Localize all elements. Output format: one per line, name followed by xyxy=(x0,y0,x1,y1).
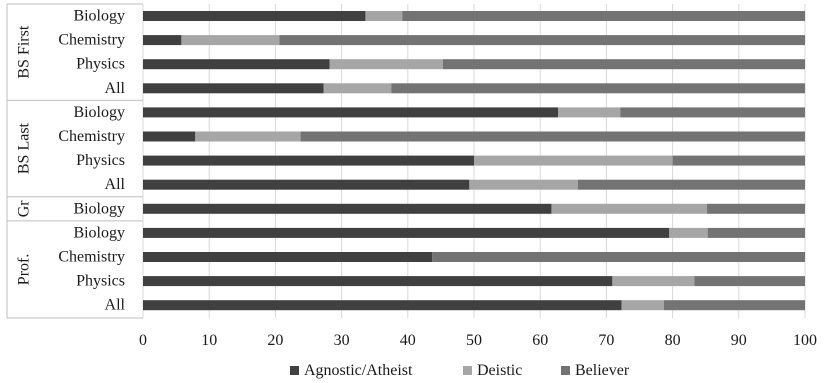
bar-segment-deistic xyxy=(195,131,301,142)
x-tick-label: 50 xyxy=(466,332,482,349)
bar-segment-believer xyxy=(577,179,805,190)
bar-segment-agnostic-atheist xyxy=(143,252,433,262)
bar-segment-believer xyxy=(402,11,805,21)
bar-segment-deistic xyxy=(474,155,673,166)
x-tick-label: 40 xyxy=(400,332,416,349)
category-label: All xyxy=(105,80,126,97)
bar-segment-agnostic-atheist xyxy=(143,179,470,190)
bar-segment-deistic xyxy=(323,83,392,94)
bar-segment-deistic xyxy=(329,59,443,70)
bar-segment-deistic xyxy=(551,203,708,214)
group-label: BS Last xyxy=(16,122,33,174)
x-tick-label: 60 xyxy=(532,332,548,349)
bar-segment-deistic xyxy=(558,107,621,118)
bar-segment-agnostic-atheist xyxy=(143,276,613,287)
bar-segment-believer xyxy=(279,35,805,46)
category-label: Biology xyxy=(73,224,125,241)
category-label: Biology xyxy=(73,200,125,217)
x-tick-label: 30 xyxy=(334,332,350,349)
group-label: Prof. xyxy=(16,254,33,286)
bar-segment-agnostic-atheist xyxy=(143,300,622,311)
bar-segment-agnostic-atheist xyxy=(143,131,196,142)
legend-swatch xyxy=(463,366,472,375)
category-label: Biology xyxy=(73,8,125,25)
category-labels: Biology Chemistry Physics All Biology Chemist… xyxy=(58,8,125,314)
category-label: Chemistry xyxy=(58,32,125,49)
bar-segment-agnostic-atheist xyxy=(143,227,670,238)
bar-segment-believer xyxy=(672,155,805,166)
category-label: Chemistry xyxy=(58,128,125,145)
bar-segment-agnostic-atheist xyxy=(143,11,366,21)
bar-segment-deistic xyxy=(365,11,403,21)
bar-segment-agnostic-atheist xyxy=(143,35,182,46)
legend-label: Agnostic/Atheist xyxy=(304,362,413,379)
x-tick-label: 70 xyxy=(598,332,614,349)
bar-segment-deistic xyxy=(612,276,695,287)
bar-segment-believer xyxy=(620,107,805,118)
bar-segment-believer xyxy=(663,300,805,311)
bar-segment-deistic xyxy=(181,35,280,46)
x-tick-label: 0 xyxy=(139,332,147,349)
category-groups: BS First BS Last Gr Prof. xyxy=(6,3,143,319)
bar-segment-agnostic-atheist xyxy=(143,59,330,70)
category-label: All xyxy=(105,297,126,314)
bar-segment-deistic xyxy=(469,179,578,190)
legend-label: Deistic xyxy=(477,362,522,379)
x-tick-label: 80 xyxy=(665,332,681,349)
x-tick-label: 100 xyxy=(793,332,817,349)
bar-segment-agnostic-atheist xyxy=(143,203,552,214)
bar-segment-believer xyxy=(432,252,805,262)
x-tick-label: 10 xyxy=(201,332,217,349)
category-label: Physics xyxy=(76,273,125,290)
category-label: Biology xyxy=(73,104,125,121)
category-label: Physics xyxy=(76,56,125,73)
category-label: Physics xyxy=(76,152,125,169)
bar-segment-believer xyxy=(707,203,805,214)
bar-segment-believer xyxy=(391,83,805,94)
legend: Agnostic/Atheist Deistic Believer xyxy=(290,362,630,379)
bar-segment-deistic xyxy=(669,227,708,238)
category-label: Chemistry xyxy=(58,249,125,266)
bar-segment-deistic xyxy=(621,300,664,311)
bars xyxy=(143,11,805,311)
group-label: Gr xyxy=(16,200,33,218)
bar-segment-believer xyxy=(707,227,805,238)
x-axis: 0 10 20 30 40 50 60 70 80 90 100 xyxy=(139,332,817,349)
bar-segment-agnostic-atheist xyxy=(143,155,474,166)
category-label: All xyxy=(105,176,126,193)
bar-segment-believer xyxy=(442,59,805,70)
legend-label: Believer xyxy=(575,362,630,379)
legend-swatch xyxy=(561,366,570,375)
bar-segment-believer xyxy=(694,276,805,287)
bar-segment-agnostic-atheist xyxy=(143,107,559,118)
bar-segment-believer xyxy=(300,131,805,142)
group-label: BS First xyxy=(16,25,33,78)
x-tick-label: 90 xyxy=(731,332,747,349)
bar-segment-agnostic-atheist xyxy=(143,83,324,94)
x-tick-label: 20 xyxy=(267,332,283,349)
legend-swatch xyxy=(290,366,299,375)
